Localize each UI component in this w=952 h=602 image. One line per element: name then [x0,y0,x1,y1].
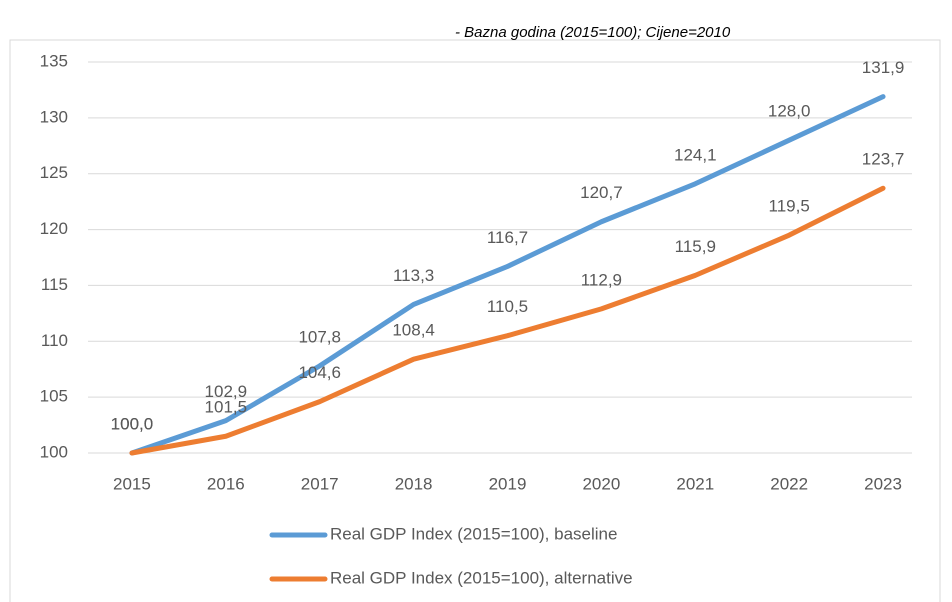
x-tick-label: 2018 [395,474,433,493]
x-tick-label: 2017 [301,474,339,493]
data-label: 100,0 [111,414,154,433]
y-tick-label: 105 [40,387,68,406]
x-tick-label: 2020 [582,474,620,493]
data-label: 119,5 [769,197,810,216]
x-tick-label: 2021 [676,474,714,493]
data-label: 108,4 [392,321,435,340]
chart-border [9,39,941,602]
series-line [129,185,886,456]
y-tick-label: 115 [41,275,68,294]
data-label: 100,0 [111,414,154,433]
y-tick-label: 110 [41,331,68,350]
y-tick-label: 130 [40,107,68,126]
data-label: 102,9 [205,382,248,401]
legend-label: Real GDP Index (2015=100), baseline [330,524,617,543]
chart-subtitle: - Bazna godina (2015=100); Cijene=2010 [455,24,731,41]
legend-label: Real GDP Index (2015=100), alternative [330,568,633,587]
data-label: 101,5 [205,398,248,417]
x-tick-label: 2016 [207,474,245,493]
data-label: 113,3 [393,266,434,285]
data-label: 123,7 [862,150,905,169]
data-label: 131,9 [862,58,905,77]
data-label: 112,9 [581,270,622,289]
data-label: 128,0 [768,102,811,121]
data-label: 107,8 [298,327,341,346]
y-tick-label: 100 [40,442,68,461]
data-label: 110,5 [487,297,528,316]
x-tick-label: 2023 [864,474,902,493]
data-label: 116,7 [487,228,528,247]
y-tick-label: 135 [40,51,68,70]
series-line [129,94,886,456]
x-tick-label: 2019 [489,474,527,493]
data-label: 120,7 [580,183,623,202]
data-label: 104,6 [298,363,341,382]
data-label: 124,1 [674,145,717,164]
x-tick-label: 2022 [770,474,808,493]
y-tick-label: 120 [40,219,68,238]
data-label: 115,9 [675,237,716,256]
y-tick-label: 125 [40,163,68,182]
x-tick-label: 2015 [113,474,151,493]
